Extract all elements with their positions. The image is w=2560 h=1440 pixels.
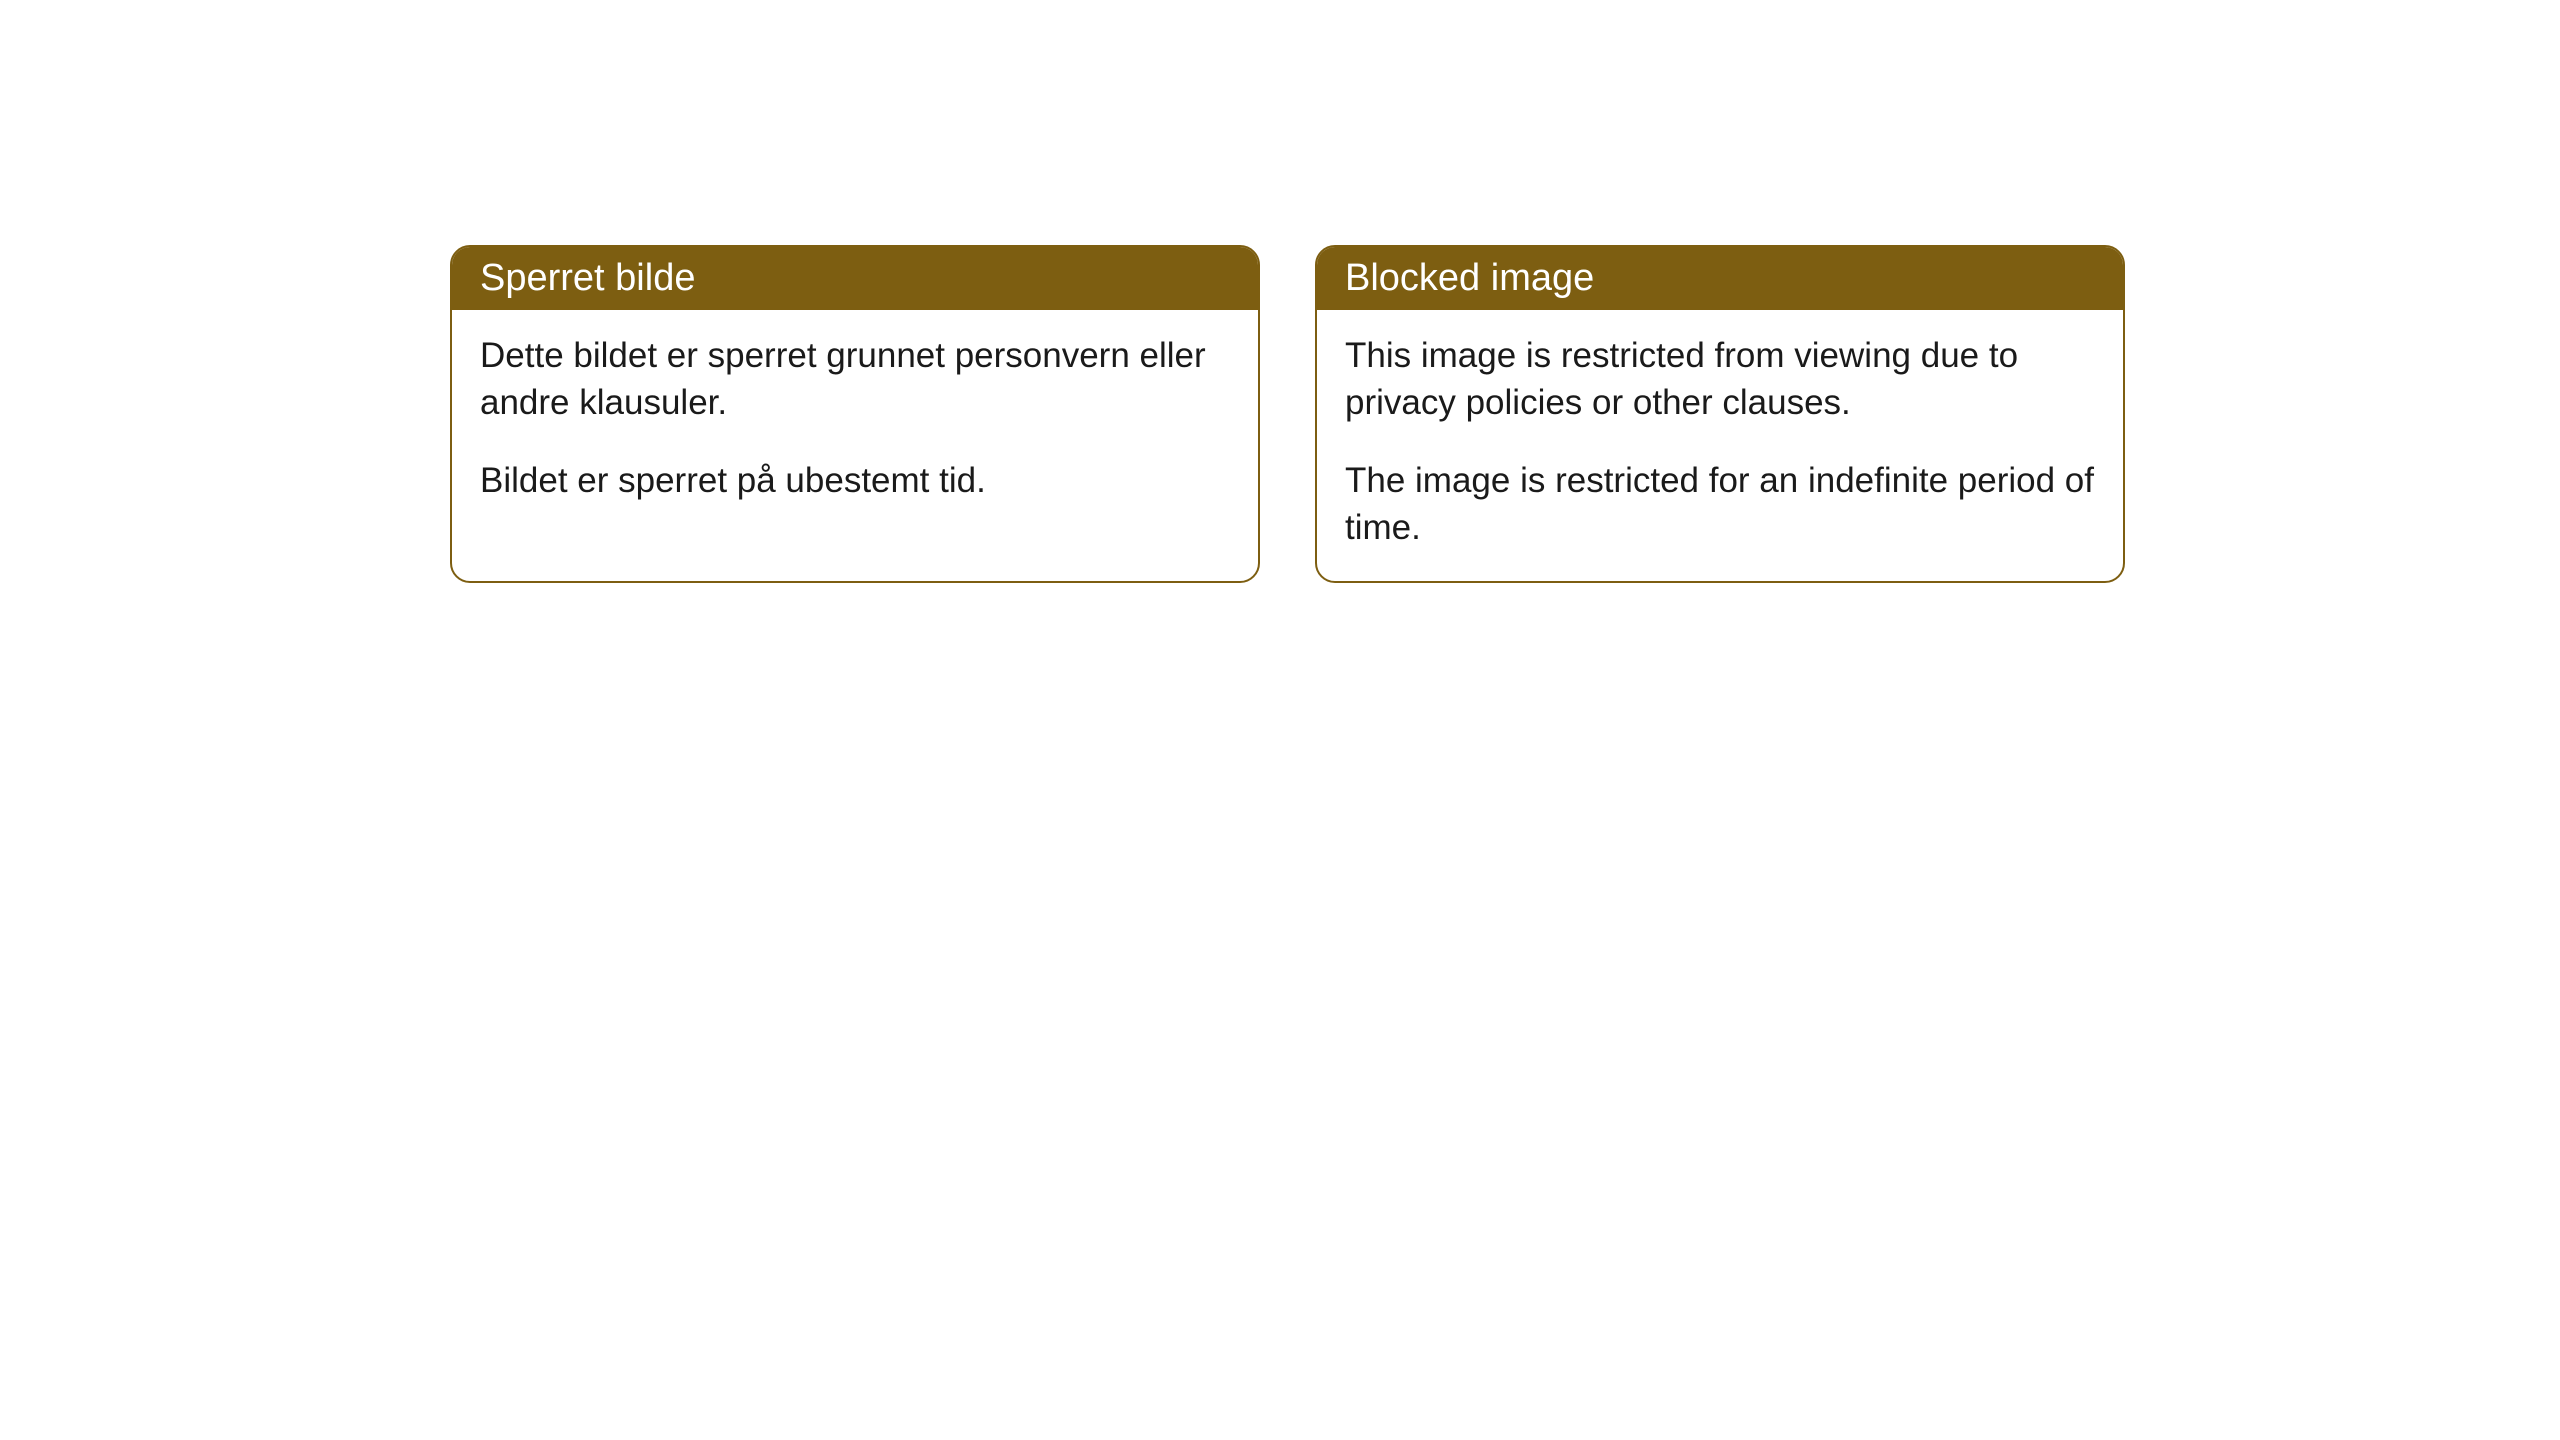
card-body-english: This image is restricted from viewing du… xyxy=(1317,310,2123,581)
card-paragraph-2-english: The image is restricted for an indefinit… xyxy=(1345,457,2095,552)
card-paragraph-2-norwegian: Bildet er sperret på ubestemt tid. xyxy=(480,457,1230,504)
card-norwegian: Sperret bilde Dette bildet er sperret gr… xyxy=(450,245,1260,583)
card-title-norwegian: Sperret bilde xyxy=(452,247,1258,310)
card-english: Blocked image This image is restricted f… xyxy=(1315,245,2125,583)
cards-container: Sperret bilde Dette bildet er sperret gr… xyxy=(450,245,2125,583)
card-title-english: Blocked image xyxy=(1317,247,2123,310)
card-paragraph-1-english: This image is restricted from viewing du… xyxy=(1345,332,2095,427)
card-body-norwegian: Dette bildet er sperret grunnet personve… xyxy=(452,310,1258,534)
card-paragraph-1-norwegian: Dette bildet er sperret grunnet personve… xyxy=(480,332,1230,427)
